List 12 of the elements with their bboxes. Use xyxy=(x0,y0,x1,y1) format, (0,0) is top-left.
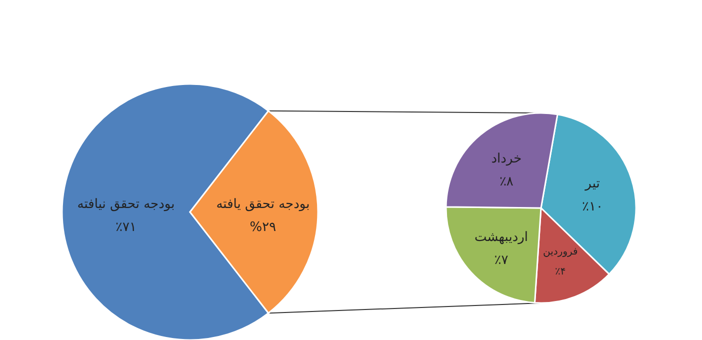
data-label: %۲۹ xyxy=(250,220,276,235)
slice-label: اردیبهشت xyxy=(474,230,528,245)
slice-label: خرداد xyxy=(491,151,522,166)
data-label: ٪۱۰ xyxy=(582,199,603,214)
slice-label: بودجه تحقق نیافته xyxy=(77,197,175,212)
slice-label: بودجه تحقق یافته xyxy=(216,197,310,212)
data-label: ٪۴ xyxy=(555,266,566,278)
data-label: ٪۷ xyxy=(494,252,508,268)
slice-label: فروردین xyxy=(543,246,578,258)
data-label: ٪۷۱ xyxy=(116,220,136,235)
slice-label: تیر xyxy=(584,176,600,192)
data-label: ٪۸ xyxy=(499,174,514,190)
